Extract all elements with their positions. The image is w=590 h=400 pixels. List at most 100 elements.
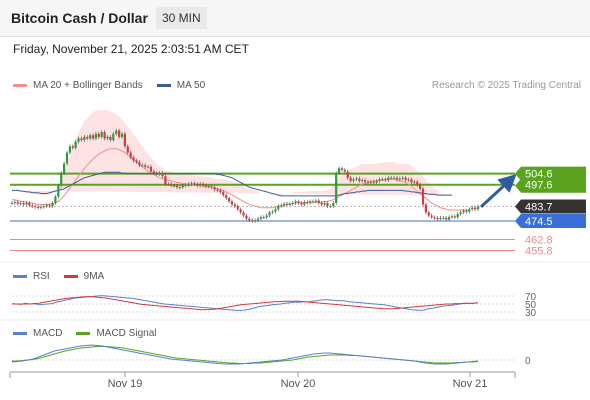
- candle-body: [164, 176, 167, 185]
- candle-body: [42, 206, 45, 208]
- candle-body: [436, 217, 439, 219]
- rsi-level-label: 50: [525, 300, 537, 311]
- candle-body: [230, 201, 234, 205]
- candle-body: [170, 184, 173, 186]
- candle-body: [256, 218, 260, 221]
- candle-body: [233, 204, 236, 207]
- candle-body: [196, 184, 199, 186]
- candle-body: [106, 136, 109, 139]
- candle-body: [392, 177, 396, 179]
- price-label-455.8: 455.8: [525, 245, 553, 257]
- candle-body: [135, 160, 138, 163]
- candle-body: [45, 205, 48, 207]
- macd-legend: MACD MACD Signal: [13, 328, 156, 339]
- candle-body: [346, 171, 349, 178]
- candle-body: [187, 184, 190, 186]
- candle-body: [126, 146, 129, 153]
- timeframe-selector[interactable]: 30 MIN: [156, 7, 207, 29]
- price-label-474.5: 474.5: [525, 216, 553, 228]
- candle-body: [453, 216, 456, 218]
- candle-body: [19, 202, 22, 204]
- candle-body: [398, 178, 401, 180]
- candle-body: [384, 179, 387, 181]
- candle-body: [100, 132, 103, 137]
- candle-body: [10, 202, 14, 204]
- candle-body: [216, 189, 219, 191]
- candle-body: [288, 203, 291, 205]
- candle-body: [265, 215, 268, 218]
- candle-body: [372, 181, 375, 183]
- candle-body: [337, 168, 341, 174]
- candle-body: [80, 138, 83, 141]
- candle-body: [115, 130, 118, 134]
- candle-body: [262, 217, 265, 219]
- candle-body: [54, 196, 57, 203]
- candle-body: [450, 216, 454, 218]
- candle-body: [141, 165, 144, 167]
- candle-body: [158, 173, 161, 175]
- candle-body: [332, 202, 335, 207]
- candle-body: [254, 220, 257, 222]
- ma20-line: [12, 148, 470, 211]
- candle-body: [378, 179, 381, 181]
- candle-body: [222, 191, 225, 196]
- rsi-ma-swatch: [63, 275, 78, 278]
- candle-body: [74, 141, 77, 148]
- candle-body: [320, 202, 323, 205]
- credit-label: Research © 2025 Trading Central: [431, 80, 581, 91]
- candle-body: [329, 206, 332, 208]
- candle-body: [201, 184, 205, 186]
- candle-body: [271, 211, 274, 213]
- candle-body: [152, 171, 155, 174]
- candle-body: [77, 138, 80, 142]
- datetime-label: Friday, November 21, 2025 2:03:51 AM CET: [13, 42, 249, 56]
- candle-body: [91, 135, 95, 139]
- candle-body: [236, 206, 239, 210]
- candle-body: [31, 205, 34, 207]
- candle-body: [146, 166, 150, 168]
- candle-body: [129, 152, 132, 158]
- rsi-ma-line: [12, 296, 479, 311]
- candle-body: [421, 188, 425, 205]
- candle-body: [294, 201, 297, 203]
- price-label-462.8: 462.8: [525, 234, 553, 246]
- candle-body: [60, 173, 63, 186]
- candle-body: [407, 179, 410, 181]
- candle-body: [410, 179, 413, 183]
- candle-body: [227, 198, 231, 202]
- candle-body: [65, 152, 69, 164]
- candle-body: [155, 173, 158, 175]
- candle-body: [476, 206, 480, 210]
- price-tag-474.5: [515, 214, 586, 229]
- candle-body: [274, 209, 277, 212]
- forecast-arrow: [479, 174, 517, 208]
- price-tag-497.6: [515, 178, 586, 193]
- candle-body: [314, 200, 318, 202]
- candle-body: [390, 177, 393, 179]
- candle-body: [352, 179, 355, 181]
- candle-body: [442, 217, 445, 219]
- price-label-497.6: 497.6: [525, 180, 553, 192]
- candle-body: [132, 157, 135, 161]
- bollinger-band: [12, 110, 467, 196]
- candle-body: [465, 210, 468, 212]
- x-tick-label: Nov 19: [108, 378, 143, 390]
- candle-body: [404, 177, 407, 181]
- candle-body: [36, 206, 40, 208]
- candle-body: [395, 177, 399, 180]
- macd-line: [11, 344, 479, 365]
- candle-body: [149, 166, 153, 172]
- candle-body: [285, 203, 289, 205]
- candle-body: [427, 212, 430, 216]
- candle-body: [471, 207, 474, 210]
- candle-body: [439, 217, 442, 219]
- chart-header: Bitcoin Cash / Dollar 30 MIN: [0, 0, 590, 37]
- candle-body: [413, 181, 416, 183]
- candle-body: [123, 133, 126, 147]
- rsi-level-label: 70: [525, 292, 537, 303]
- candle-body: [358, 178, 361, 181]
- price-tag-483.7: [515, 199, 586, 214]
- candle-body: [184, 184, 187, 186]
- candle-body: [335, 173, 338, 203]
